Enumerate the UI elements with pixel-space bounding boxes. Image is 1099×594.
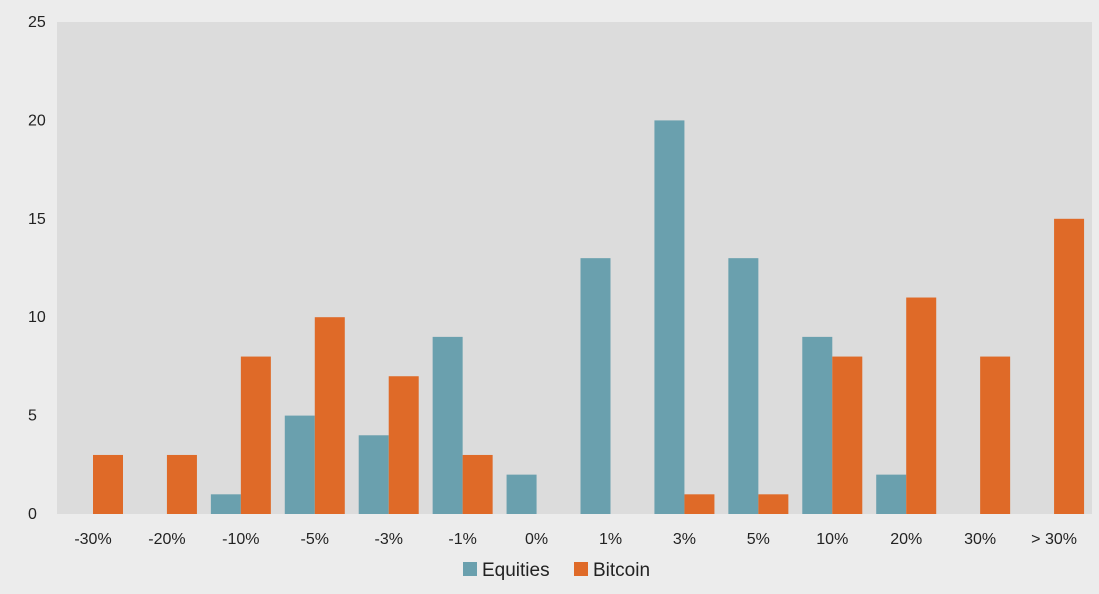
x-tick-label: -20% — [148, 531, 185, 548]
bar-equities-6 — [506, 474, 537, 514]
bar-equities-8 — [654, 120, 685, 515]
bar-equities-5 — [432, 336, 463, 514]
y-axis-ticks: 0 5 10 15 20 25 — [28, 14, 46, 523]
bar-bitcoin-10 — [832, 356, 863, 514]
x-tick-label: -30% — [74, 531, 111, 548]
bar-bitcoin-13 — [1054, 218, 1085, 515]
legend-label-equities: Equities — [482, 560, 550, 581]
x-tick-label: -3% — [374, 531, 402, 548]
x-tick-label: -5% — [301, 531, 329, 548]
x-tick-label: 5% — [747, 531, 770, 548]
y-tick-label: 0 — [28, 506, 37, 523]
x-tick-label: 3% — [673, 531, 696, 548]
bar-bitcoin-2 — [240, 356, 271, 514]
x-tick-label: 20% — [890, 531, 922, 548]
bars-group — [93, 120, 1085, 515]
x-tick-label: 30% — [964, 531, 996, 548]
x-tick-label: 0% — [525, 531, 548, 548]
y-tick-label: 5 — [28, 408, 37, 425]
y-tick-label: 25 — [28, 14, 46, 31]
bar-bitcoin-9 — [758, 494, 789, 514]
plot-area — [57, 22, 1092, 514]
bar-equities-9 — [728, 258, 759, 514]
bar-equities-10 — [802, 336, 833, 514]
bar-equities-7 — [580, 258, 611, 514]
bar-bitcoin-8 — [684, 494, 715, 514]
bar-equities-3 — [284, 415, 315, 514]
legend: Equities Bitcoin — [463, 560, 650, 581]
x-axis-ticks: -30% -20% -10% -5% -3% -1% 0% 1% 3% 5% 10% 20% 30% > … — [74, 531, 1077, 548]
x-tick-label: 1% — [599, 531, 622, 548]
bar-bitcoin-4 — [388, 376, 419, 514]
bar-bitcoin-0 — [93, 454, 123, 514]
bar-bitcoin-3 — [314, 317, 345, 514]
legend-label-bitcoin: Bitcoin — [593, 560, 650, 581]
bar-bitcoin-12 — [980, 356, 1011, 514]
bar-bitcoin-5 — [462, 454, 493, 514]
y-tick-label: 15 — [28, 211, 46, 228]
x-tick-label: -10% — [222, 531, 259, 548]
y-tick-label: 10 — [28, 309, 46, 326]
bar-bitcoin-1 — [166, 454, 197, 514]
x-tick-label: -1% — [448, 531, 476, 548]
bar-bitcoin-11 — [906, 297, 937, 514]
bar-equities-4 — [358, 435, 389, 514]
legend-swatch-equities — [463, 562, 477, 576]
bar-equities-11 — [876, 474, 907, 514]
legend-swatch-bitcoin — [574, 562, 588, 576]
y-tick-label: 20 — [28, 112, 46, 129]
bar-equities-2 — [210, 494, 241, 514]
x-tick-label: > 30% — [1031, 531, 1077, 548]
x-tick-label: 10% — [816, 531, 848, 548]
